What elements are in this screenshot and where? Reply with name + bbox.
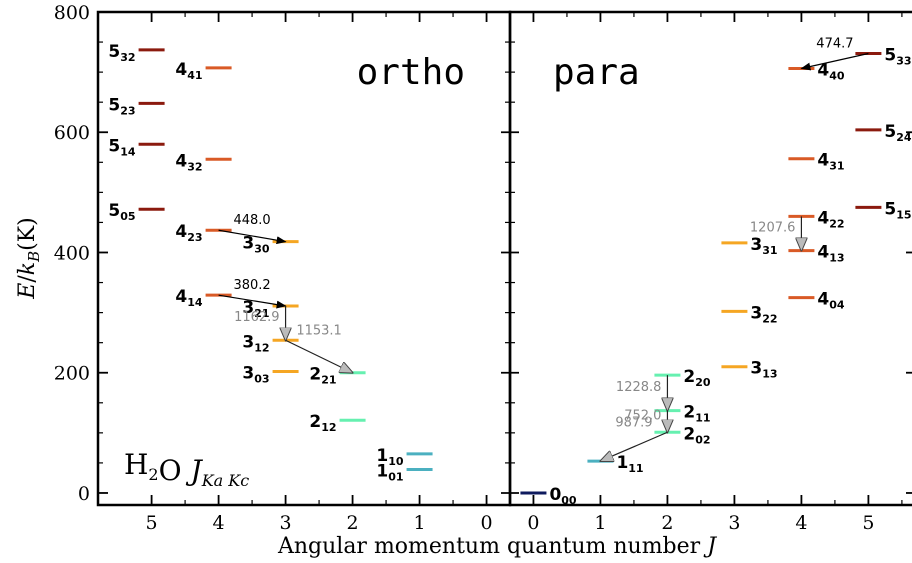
x-tick-label: 4	[795, 512, 807, 534]
x-tick-label: 4	[213, 512, 225, 534]
x-tick-label: 3	[280, 512, 292, 534]
transition-label-448.0: 448.0	[233, 213, 270, 228]
x-tick-labels: 5 4 3 2 1 0 0 1 2 3 4 5	[146, 512, 875, 534]
level-label-4-23: 423	[175, 222, 202, 244]
y-axis-title: E/kB(K)	[15, 217, 43, 299]
transition-label-987.9: 987.9	[615, 415, 652, 430]
transition-label-474.7: 474.7	[816, 36, 853, 51]
level-label-3-03: 303	[242, 364, 269, 386]
level-label-2-20: 220	[683, 367, 710, 389]
level-label-0-00: 000	[549, 485, 576, 507]
x-tick-label: 1	[414, 512, 426, 534]
level-label-5-33: 533	[884, 45, 911, 67]
para-panel-frame	[508, 10, 912, 507]
level-label-4-31: 431	[817, 151, 844, 173]
x-tick-label: 1	[594, 512, 606, 534]
level-label-4-14: 414	[175, 287, 202, 309]
panel-title-ortho: ortho	[357, 52, 465, 93]
axis-ticks	[98, 11, 912, 505]
level-label-3-12: 312	[242, 332, 269, 354]
transition-label-1228.8: 1228.8	[616, 380, 662, 395]
x-tick-label: 2	[347, 512, 359, 534]
transition-label-1153.1: 1153.1	[296, 323, 342, 338]
level-label-4-04: 404	[817, 290, 844, 312]
x-tick-label: 0	[527, 512, 539, 534]
x-tick-label: 5	[862, 512, 874, 534]
panel-title-para: para	[553, 52, 640, 93]
level-label-2-11: 211	[683, 403, 710, 425]
transition-arrow-448.0	[218, 229, 287, 245]
transition-arrow-1153.1	[285, 339, 353, 372]
transition-arrow-987.9	[600, 431, 668, 461]
level-label-4-41: 441	[175, 60, 202, 82]
y-tick-label: 800	[54, 2, 90, 24]
level-label-1-11: 111	[616, 453, 643, 475]
level-label-3-31: 331	[750, 235, 777, 257]
level-label-4-40: 440	[817, 61, 844, 83]
y-tick-label: 200	[54, 363, 90, 385]
level-label-3-22: 322	[750, 303, 777, 325]
y-tick-label: 600	[54, 122, 90, 144]
level-label-2-12: 212	[309, 412, 336, 434]
transition-label-380.2: 380.2	[233, 278, 270, 293]
transition-label-752.0: 752.0	[624, 408, 661, 423]
y-tick-label: 400	[54, 242, 90, 264]
level-label-5-15: 515	[884, 199, 911, 221]
species-label: H2O JKa Kc	[124, 448, 249, 490]
y-tick-labels: 0 200 400 600 800	[54, 2, 90, 505]
level-label-5-24: 524	[884, 122, 911, 144]
level-label-4-32: 432	[175, 151, 202, 173]
level-label-4-22: 422	[817, 208, 844, 230]
level-label-3-13: 313	[750, 359, 777, 381]
transition-arrow-380.2	[218, 294, 287, 309]
transitions: 448.0 380.2 1162.9 1153.1 474.7 1207.6 1228.8 7…	[218, 36, 869, 461]
transition-label-1162.9: 1162.9	[234, 310, 280, 325]
level-label-2-02: 202	[683, 424, 710, 446]
x-tick-label: 2	[661, 512, 673, 534]
level-label-4-13: 413	[817, 243, 844, 265]
x-tick-label: 3	[728, 512, 740, 534]
transition-label-1207.6: 1207.6	[750, 221, 796, 236]
level-label-5-23: 523	[108, 95, 135, 117]
x-tick-label: 5	[146, 512, 158, 534]
transition-arrow-474.7	[800, 52, 869, 71]
y-tick-label: 0	[78, 483, 90, 505]
level-label-5-32: 532	[108, 42, 135, 64]
level-label-3-21: 321	[242, 298, 269, 320]
x-axis-title: Angular momentum quantum number J	[277, 534, 717, 559]
x-tick-label: 0	[481, 512, 493, 534]
level-label-2-21: 221	[309, 365, 336, 387]
level-label-1-10: 110	[376, 446, 403, 468]
level-label-5-05: 505	[108, 201, 135, 223]
level-label-5-14: 514	[108, 136, 135, 158]
level-label-3-30: 330	[242, 234, 269, 256]
level-label-1-01: 101	[376, 462, 403, 484]
